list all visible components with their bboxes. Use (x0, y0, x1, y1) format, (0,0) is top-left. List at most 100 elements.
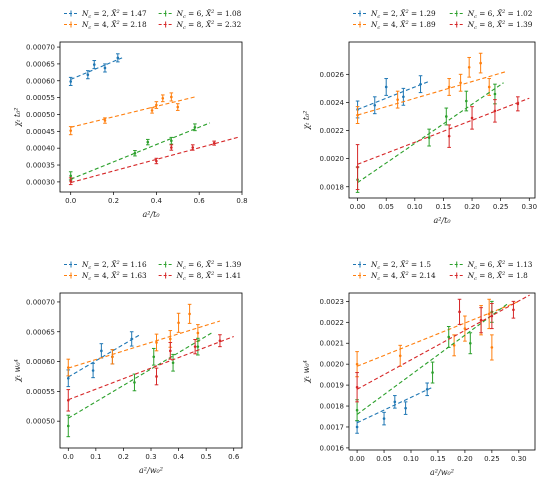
legend-label-part: N (176, 20, 184, 29)
data-point (459, 81, 462, 85)
legend-label-part: N (467, 20, 475, 29)
fit-line (68, 336, 234, 401)
data-point (458, 310, 461, 314)
legend-label-part: = 2.32 (214, 20, 241, 29)
legend-label-part: = 1.8 (505, 271, 528, 280)
chart-svg: 0.00 0.05 0.10 0.15 0.20 0.25 0.30 0.0018 0.0020… (302, 9, 537, 225)
y-axis-label: χₜ t₀² (13, 108, 22, 128)
data-point (393, 400, 397, 404)
data-point (467, 65, 471, 69)
legend-entry: Nc = 4, X̃2 = 1.63 (64, 271, 147, 282)
legend-label-part: = 1.63 (120, 271, 147, 280)
data-point (155, 341, 158, 344)
legend-label: Nc = 6, X̃2 = 1.39 (176, 260, 242, 271)
data-point (479, 61, 482, 65)
chart-panel-top-left: 0.0 0.2 0.4 0.6 0.8 0.00030 0.00035 0.00040 0.00… (0, 0, 275, 247)
fit-line (357, 70, 507, 116)
x-tick-label: 0.0 (63, 453, 74, 461)
data-point (69, 129, 73, 132)
legend-label-part: c (377, 25, 380, 31)
data-point (170, 146, 173, 149)
data-point (150, 109, 154, 112)
legend-label-part: 2 (115, 20, 119, 26)
legend-label-part: c (88, 276, 91, 282)
data-point (431, 371, 434, 374)
fit-line (70, 136, 238, 184)
legend-label-part: 2 (210, 271, 214, 277)
legend-label-part: N (176, 9, 184, 18)
data-point (146, 140, 150, 144)
fit-line (357, 82, 504, 183)
data-point (171, 361, 175, 365)
data-point (170, 95, 173, 99)
series-2 (355, 82, 504, 193)
legend-label-part: = 2.18 (120, 20, 147, 29)
data-point (396, 98, 399, 101)
y-tick-label: 0.00070 (26, 298, 55, 306)
x-tick-label: 0.10 (403, 455, 419, 463)
series-1 (66, 303, 221, 377)
x-tick-label: 0.8 (236, 197, 247, 205)
legend-label-part: N (81, 9, 89, 18)
legend-label: Nc = 8, X̃2 = 2.32 (176, 20, 242, 31)
legend-label-part: X̃ (399, 9, 406, 18)
data-point (373, 103, 377, 107)
legend-label-part: X̃ (399, 20, 406, 29)
data-point (493, 92, 497, 96)
legend-label-part: X̃ (205, 260, 212, 269)
legend-label-part: = 1.02 (505, 9, 532, 18)
y-tick-label: 0.0018 (320, 403, 345, 411)
legend-entry: Nc = 2, X̃2 = 1.16 (64, 260, 147, 271)
x-tick-label: 0.05 (378, 203, 394, 211)
data-point (487, 85, 491, 89)
y-tick-label: 0.00040 (26, 145, 55, 153)
data-point (116, 56, 120, 60)
legend-label: Nc = 6, X̃2 = 1.02 (467, 9, 533, 20)
fit-line (356, 300, 520, 367)
y-tick-label: 0.00065 (26, 60, 55, 68)
data-point (196, 345, 200, 348)
legend-entry: Nc = 8, X̃2 = 2.32 (158, 20, 242, 31)
legend-label: Nc = 4, X̃2 = 2.18 (81, 20, 147, 31)
data-point (427, 136, 431, 139)
x-tick-label: 0.2 (108, 197, 119, 205)
x-tick-label: 0.6 (194, 197, 206, 205)
data-point (191, 146, 195, 149)
chart-panel-top-right: 0.00 0.05 0.10 0.15 0.20 0.25 0.30 0.0018 0.0020… (275, 0, 550, 247)
y-tick-label: 0.0021 (320, 340, 345, 348)
legend-label-part: N (467, 9, 475, 18)
y-tick-label: 0.00045 (26, 128, 55, 136)
legend-label: Nc = 6, X̃2 = 1.13 (467, 260, 533, 271)
data-point (193, 125, 197, 129)
legend-label-part: c (183, 276, 186, 282)
legend-label: Nc = 2, X̃2 = 1.47 (81, 9, 147, 20)
legend-label-part: X̃ (496, 9, 503, 18)
data-point (69, 80, 73, 83)
legend-label-part: N (176, 271, 184, 280)
legend-label-part: 2 (404, 260, 408, 266)
series-1 (355, 298, 520, 378)
legend-label-part: c (377, 14, 380, 20)
legend-label-part: = 1.08 (214, 9, 241, 18)
legend-label-part: X̃ (110, 9, 117, 18)
x-tick-label: 0.20 (457, 455, 473, 463)
data-point (470, 116, 474, 120)
legend-label-part: = 1.39 (505, 20, 532, 29)
data-point (188, 312, 191, 316)
data-point (92, 63, 96, 66)
legend-label-part: 2 (501, 9, 505, 15)
legend-entry: Nc = 8, X̃2 = 1.39 (449, 20, 533, 31)
y-tick-label: 0.0016 (320, 444, 345, 452)
y-axis-label: χₜ t₀² (302, 111, 311, 131)
legend-label-part: N (467, 271, 475, 280)
data-point (447, 85, 451, 89)
legend-label-part: = 1.13 (505, 260, 532, 269)
legend-entry: Nc = 4, X̃2 = 2.18 (64, 20, 147, 31)
series-0 (68, 53, 123, 86)
legend-label-part: = 1.41 (214, 271, 241, 280)
data-point (69, 174, 73, 178)
x-tick-label: 0.3 (145, 453, 156, 461)
data-point (133, 151, 137, 155)
legend-label-part: = 1.16 (120, 260, 147, 269)
legend-label-part: 2 (115, 271, 119, 277)
